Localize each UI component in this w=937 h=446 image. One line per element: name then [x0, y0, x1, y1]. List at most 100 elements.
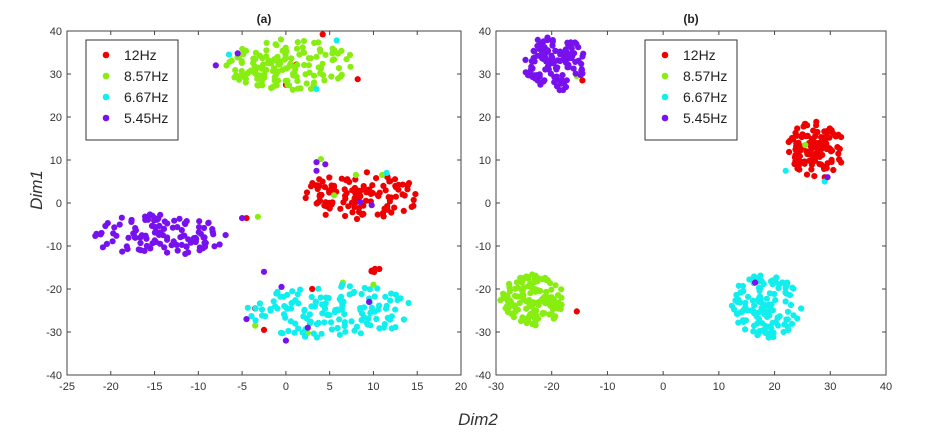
data-point [313, 334, 320, 341]
data-point [333, 37, 340, 44]
data-point [320, 72, 327, 79]
data-point [780, 328, 787, 336]
data-point [284, 291, 291, 298]
data-point [543, 288, 550, 295]
data-point [368, 202, 375, 209]
data-point [514, 284, 521, 291]
data-point [279, 330, 286, 337]
data-point [97, 231, 104, 238]
data-point [530, 55, 537, 62]
data-point [404, 182, 411, 189]
series-12Hz [573, 77, 845, 315]
data-point [366, 286, 373, 293]
data-point [345, 203, 352, 210]
data-point [353, 215, 361, 223]
data-point [386, 178, 393, 185]
data-point [326, 174, 333, 181]
data-point [259, 82, 266, 89]
data-point [329, 199, 336, 206]
data-point [210, 231, 217, 238]
data-point [282, 55, 289, 62]
data-point [516, 300, 523, 307]
data-point [251, 63, 258, 70]
data-point [161, 218, 168, 225]
data-point [251, 69, 258, 76]
data-point [544, 37, 551, 44]
data-point [814, 128, 821, 136]
data-point [539, 309, 547, 316]
data-point [568, 45, 575, 52]
data-point [319, 178, 326, 185]
data-point [351, 204, 358, 211]
data-point [412, 191, 419, 198]
data-point [159, 232, 166, 239]
series-8_57Hz [223, 36, 386, 336]
data-point [513, 279, 521, 286]
data-point [263, 39, 270, 47]
legend-entry: 8.57Hz [124, 68, 168, 84]
data-point [552, 282, 559, 289]
data-point [838, 134, 845, 141]
data-point [835, 150, 842, 157]
data-point [228, 57, 235, 64]
data-point [326, 205, 333, 212]
data-point [542, 274, 549, 281]
data-point [174, 224, 181, 231]
data-point [826, 134, 833, 141]
series-6_67Hz [728, 167, 828, 341]
x-tick-label: 0 [660, 381, 666, 393]
data-point [811, 173, 818, 180]
data-point [331, 308, 338, 316]
data-point [346, 178, 353, 185]
data-point [392, 193, 399, 200]
data-point [282, 77, 289, 84]
data-point [817, 152, 824, 160]
data-point [793, 140, 800, 147]
data-point [542, 300, 549, 307]
data-point [557, 80, 565, 87]
data-point [410, 196, 417, 204]
legend-entry: 6.67Hz [124, 89, 168, 105]
data-point [560, 86, 567, 94]
data-point [330, 182, 338, 189]
data-point [775, 285, 782, 292]
data-point [557, 306, 564, 313]
data-point [144, 216, 151, 223]
data-point [530, 279, 538, 286]
legend-marker [661, 114, 669, 122]
data-point [334, 324, 341, 332]
data-point [745, 293, 752, 300]
data-point [193, 236, 200, 243]
data-point [263, 47, 270, 54]
data-point [341, 311, 348, 318]
data-point [322, 294, 330, 301]
data-point [317, 294, 324, 301]
data-point [270, 298, 277, 305]
data-point [196, 218, 203, 225]
data-point [761, 325, 769, 333]
panel-a: (a) -25 -20 -15 -10 -5 0 5 10 15 20 -40 -30 -20 -10 0 10… [46, 12, 467, 393]
y-tick-label: 10 [50, 155, 62, 167]
data-point [252, 305, 259, 312]
data-point [506, 288, 513, 295]
data-point [295, 325, 302, 332]
data-point [322, 161, 329, 168]
legend-marker [102, 93, 110, 101]
data-point [285, 82, 293, 89]
data-point [750, 328, 757, 335]
y-tick-label: 20 [479, 112, 491, 124]
data-point [740, 288, 747, 295]
x-tick-label: 20 [455, 381, 467, 393]
data-point [349, 187, 356, 194]
data-point [278, 283, 285, 290]
data-point [313, 167, 320, 174]
x-tick-label: -20 [103, 381, 119, 393]
legend-entry: 5.45Hz [124, 110, 168, 126]
data-point [294, 291, 301, 298]
data-point [359, 310, 366, 317]
data-point [271, 82, 279, 89]
data-point [341, 322, 348, 330]
data-point [548, 52, 555, 59]
data-point [174, 247, 181, 254]
